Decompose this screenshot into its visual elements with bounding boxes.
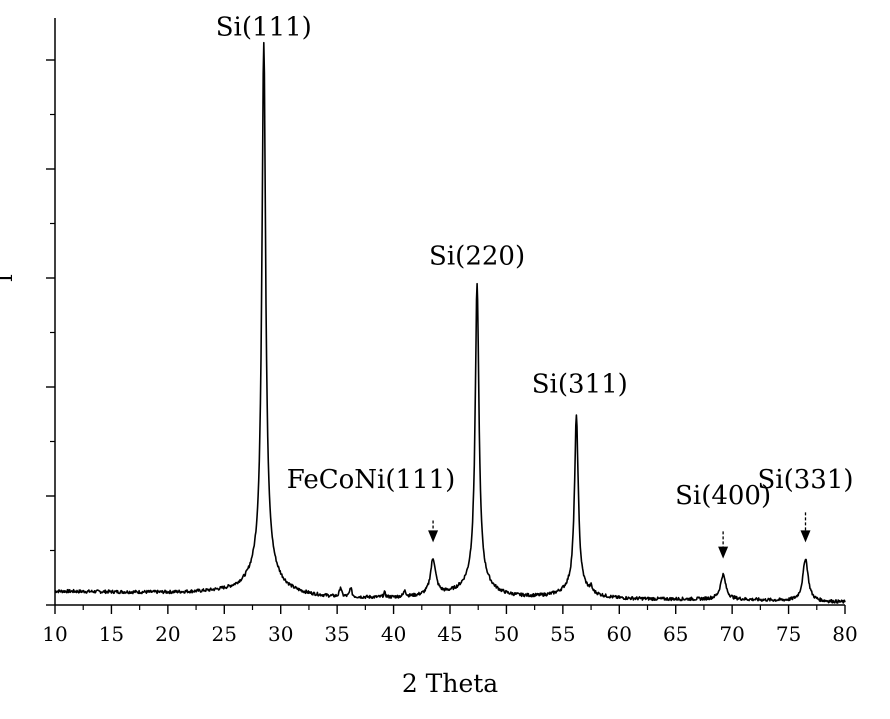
peak-label: Si(400) — [675, 481, 771, 511]
x-axis-label: 2 Theta — [402, 669, 498, 698]
x-tick-label: 65 — [663, 622, 688, 646]
peak-label: Si(331) — [757, 465, 853, 495]
peak-arrow-head — [800, 530, 811, 543]
x-tick-label: 20 — [155, 622, 180, 646]
x-tick-label: 45 — [437, 622, 462, 646]
x-tick-label: 10 — [42, 622, 67, 646]
axes — [54, 18, 845, 606]
peak-label: Si(220) — [429, 241, 525, 271]
ticks — [46, 59, 846, 614]
y-axis-label: I — [0, 274, 18, 283]
x-tick-label: 75 — [776, 622, 801, 646]
x-tick-label: 60 — [607, 622, 632, 646]
peak-label: Si(111) — [216, 12, 312, 42]
x-tick-label: 25 — [212, 622, 237, 646]
x-tick-label: 15 — [99, 622, 124, 646]
peak-arrow-head — [428, 530, 439, 543]
x-tick-label: 80 — [832, 622, 857, 646]
peak-annotations: Si(111) Si(220) Si(311) FeCoNi(111) Si(400)S… — [216, 12, 854, 559]
peak-arrow-head — [718, 546, 729, 559]
x-tick-label: 35 — [324, 622, 349, 646]
x-tick-labels: 10 15 20 25 30 35 40 45 50 55 60 65 70 75 80 — [42, 622, 857, 646]
peak-label: Si(311) — [532, 369, 628, 399]
x-tick-label: 70 — [719, 622, 744, 646]
peak-label: FeCoNi(111) — [287, 465, 456, 495]
x-tick-label: 55 — [550, 622, 575, 646]
x-tick-label: 40 — [381, 622, 406, 646]
diffraction-pattern-line — [54, 41, 846, 604]
x-tick-label: 30 — [268, 622, 293, 646]
x-tick-label: 50 — [494, 622, 519, 646]
